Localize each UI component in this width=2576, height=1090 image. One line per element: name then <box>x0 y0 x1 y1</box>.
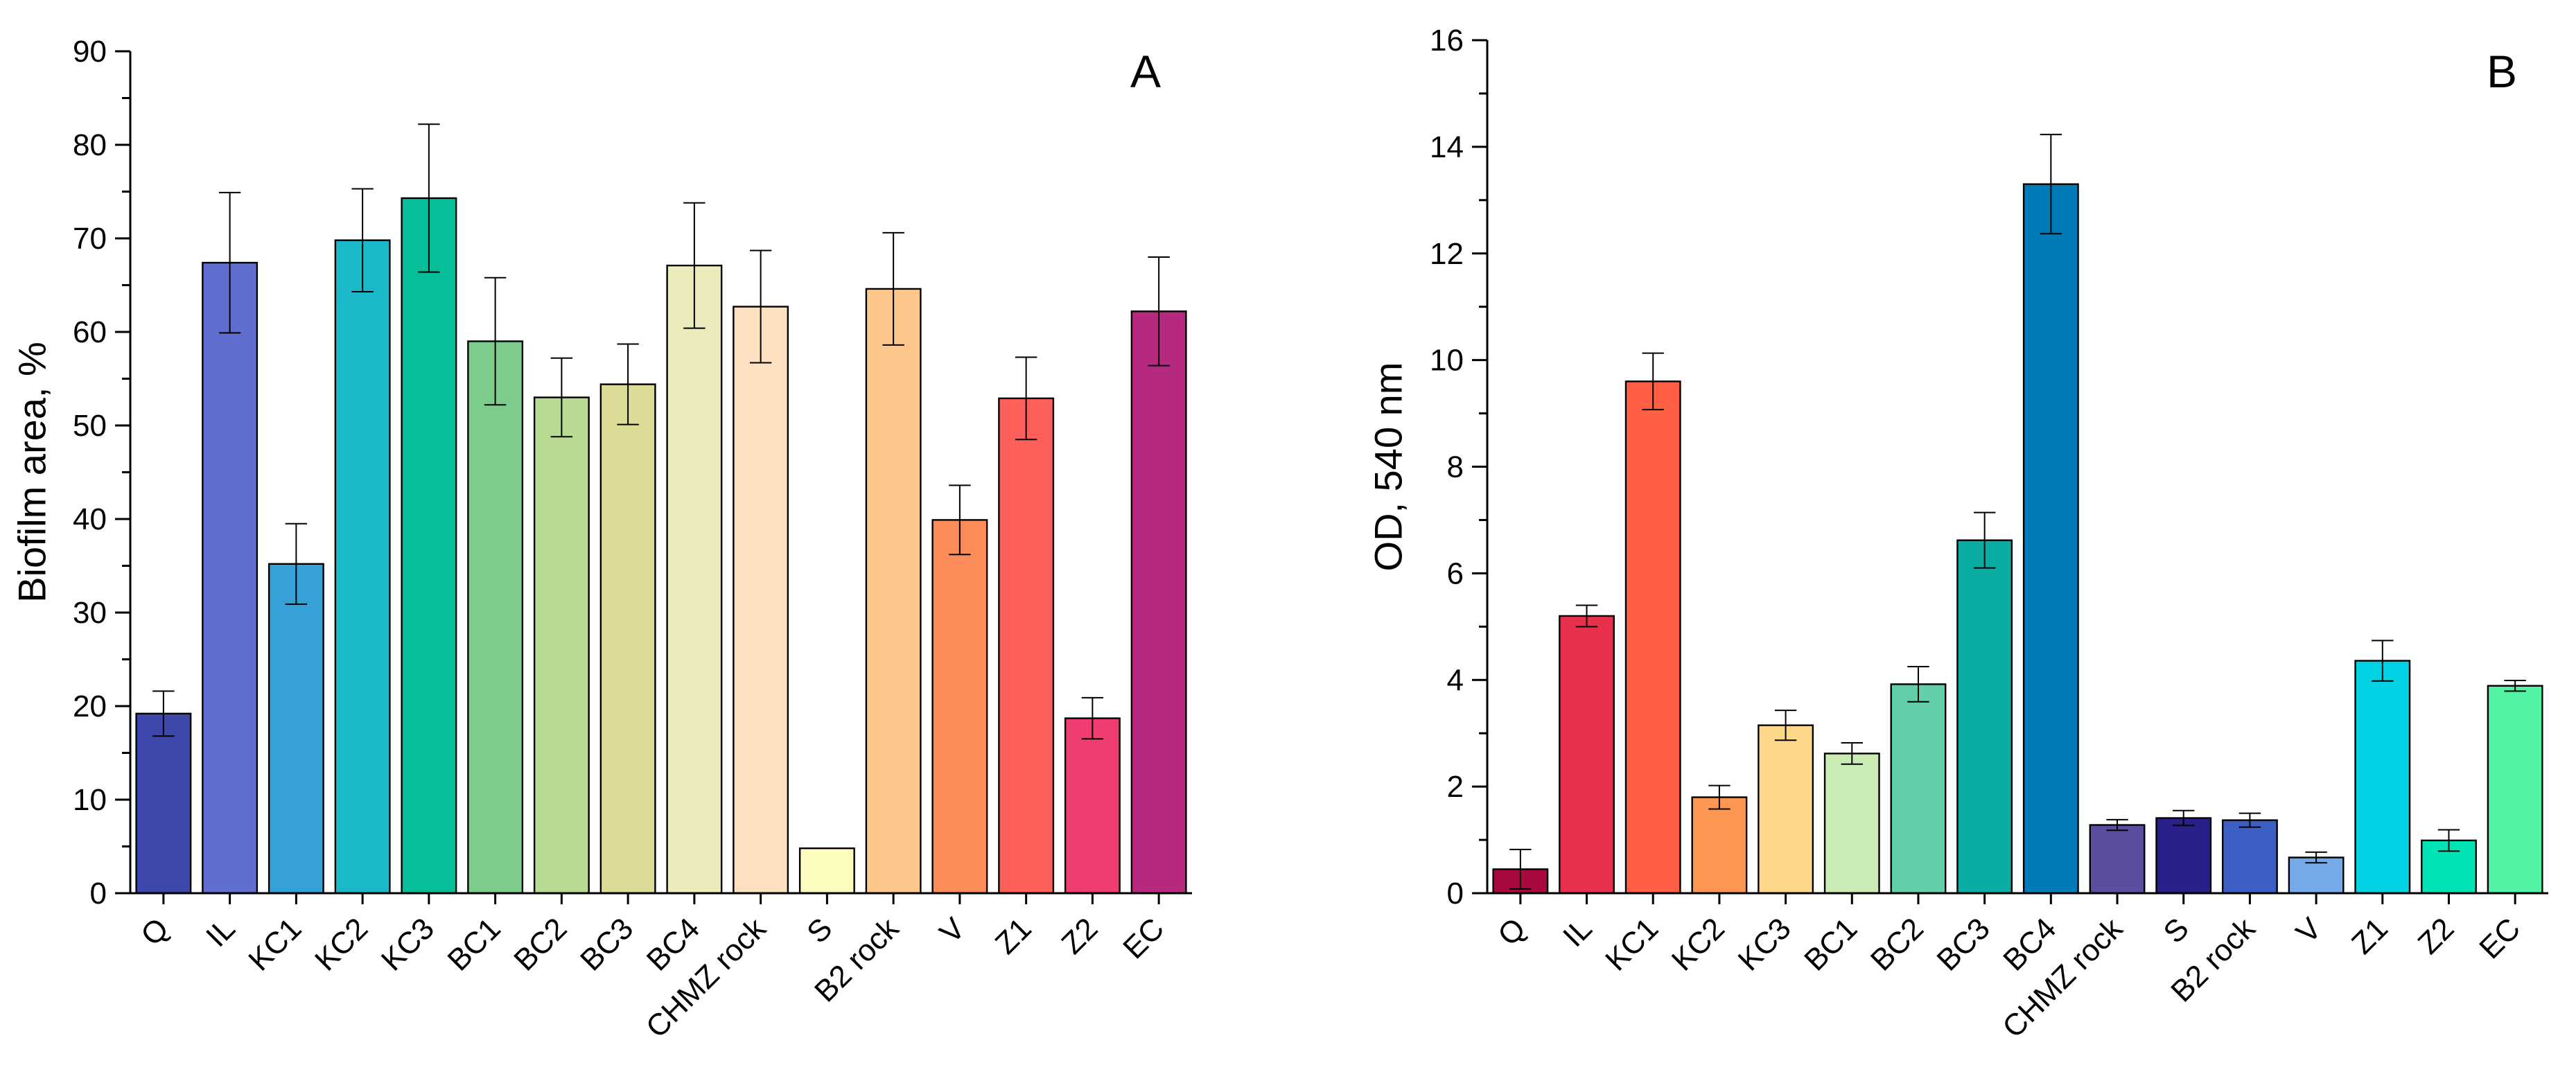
y-tick-label: 16 <box>1430 24 1464 58</box>
category-label: BC1 <box>441 911 507 977</box>
bar-KC2 <box>334 239 391 895</box>
category-label: KC3 <box>375 911 441 977</box>
y-tick-label: 80 <box>73 128 107 162</box>
category-label: S <box>800 911 839 949</box>
bar-Z2 <box>1064 717 1121 895</box>
y-tick-label: 40 <box>73 502 107 536</box>
bar-V <box>931 519 988 895</box>
y-tick-label: 6 <box>1447 556 1464 590</box>
bar-KC3 <box>401 197 457 895</box>
bar-S <box>2155 817 2212 895</box>
bar-CHMZ-rock <box>733 306 789 895</box>
bar-EC <box>2487 685 2543 895</box>
category-label: KC2 <box>1665 911 1731 977</box>
bar-KC3 <box>1758 724 1814 895</box>
category-label: S <box>2157 911 2195 949</box>
y-tick-label: 30 <box>73 596 107 630</box>
y-axis-title: OD, 540 nm <box>1367 362 1410 572</box>
category-label: BC3 <box>1931 911 1997 977</box>
y-tick-label: 14 <box>1430 130 1464 164</box>
bar-BC2 <box>533 396 590 895</box>
bar-S <box>798 847 855 895</box>
bar-BC3 <box>1956 539 2013 895</box>
y-tick-label: 2 <box>1447 770 1464 804</box>
category-label: IL <box>200 911 242 953</box>
y-tick-label: 60 <box>73 315 107 349</box>
y-tick-label: 70 <box>73 222 107 256</box>
category-label: Z1 <box>989 911 1038 960</box>
y-axis-title: Biofilm area, % <box>10 342 54 603</box>
category-label: CHMZ rock <box>1996 911 2130 1045</box>
bar-CHMZ-rock <box>2089 824 2146 895</box>
category-label: Z1 <box>2345 911 2394 960</box>
y-tick-label: 90 <box>73 35 107 69</box>
bar-Q <box>135 712 192 895</box>
category-label: Q <box>1491 911 1532 952</box>
bar-BC4 <box>2022 183 2079 895</box>
bar-BC1 <box>1823 753 1880 895</box>
y-tick-label: 20 <box>73 689 107 723</box>
category-label: IL <box>1557 911 1599 953</box>
category-label: BC2 <box>1864 911 1930 977</box>
bar-Z1 <box>2354 660 2411 895</box>
bar-KC2 <box>1691 796 1748 895</box>
bar-Z1 <box>998 397 1055 895</box>
bar-KC1 <box>268 563 324 895</box>
bar-IL <box>1559 615 1615 895</box>
bar-BC1 <box>467 340 524 895</box>
y-tick-label: 10 <box>73 783 107 817</box>
category-label: KC1 <box>242 911 308 977</box>
y-tick-label: 12 <box>1430 237 1464 271</box>
bar-IL <box>202 261 259 895</box>
category-label: V <box>934 911 972 950</box>
category-label: BC1 <box>1798 911 1864 977</box>
category-label: EC <box>2473 911 2527 965</box>
y-tick-label: 8 <box>1447 450 1464 484</box>
category-label: CHMZ rock <box>640 911 773 1045</box>
bar-BC3 <box>599 383 656 895</box>
bar-V <box>2288 856 2345 895</box>
category-label: EC <box>1116 911 1171 965</box>
category-label: Z2 <box>2412 911 2461 960</box>
y-tick-label: 50 <box>73 409 107 443</box>
bar-B2-rock <box>2221 819 2278 895</box>
category-label: BC3 <box>574 911 640 977</box>
category-label: KC1 <box>1599 911 1665 977</box>
panel-label: A <box>1130 46 1161 97</box>
y-tick-label: 4 <box>1447 663 1464 697</box>
y-tick-label: 0 <box>1447 877 1464 911</box>
bar-B2-rock <box>865 288 922 895</box>
y-tick-label: 0 <box>90 877 107 911</box>
category-label: KC3 <box>1731 911 1797 977</box>
y-tick-label: 10 <box>1430 344 1464 378</box>
category-label: Z2 <box>1055 911 1104 960</box>
bar-BC4 <box>666 264 723 895</box>
category-label: BC2 <box>507 911 573 977</box>
bar-KC1 <box>1624 380 1681 895</box>
bar-EC <box>1130 310 1187 895</box>
category-label: KC2 <box>308 911 374 977</box>
category-label: V <box>2290 911 2329 950</box>
bar-BC2 <box>1890 683 1947 895</box>
panel-label: B <box>2487 46 2517 97</box>
category-label: Q <box>134 911 175 952</box>
